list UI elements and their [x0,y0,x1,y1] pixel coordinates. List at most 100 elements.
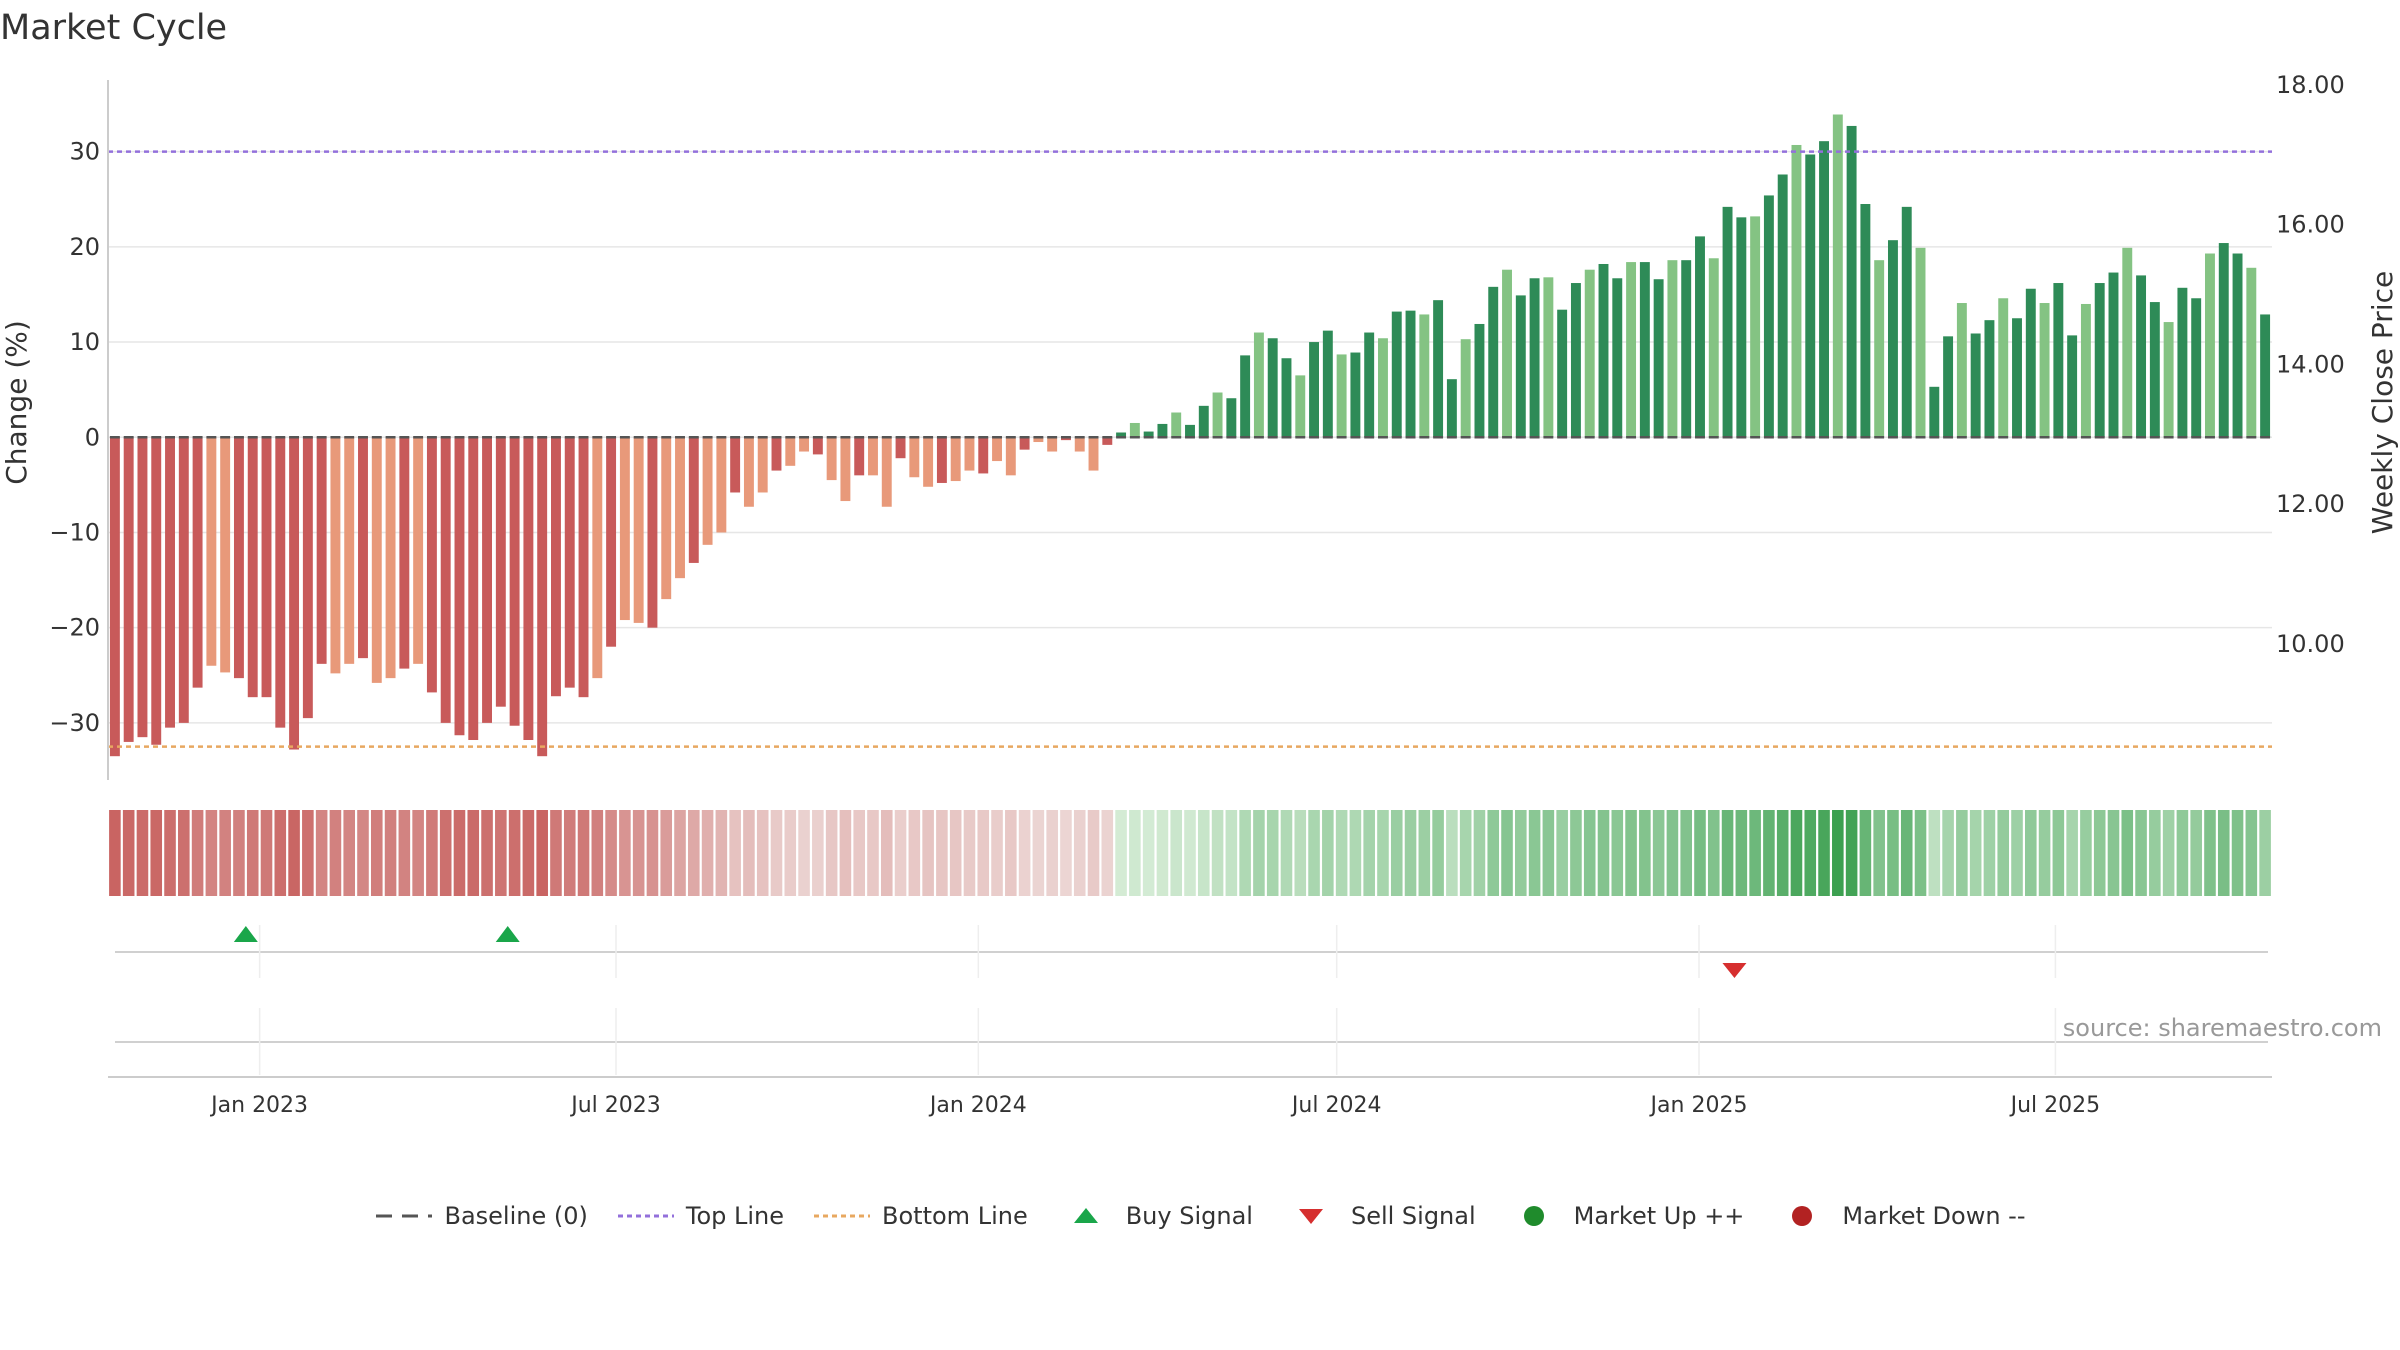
bar [743,437,754,507]
strip-cell [150,810,163,896]
strip-cell [246,810,259,896]
strip-cell [1335,810,1348,896]
momentum-strip [109,810,2271,896]
strip-cell [853,810,865,896]
bar [1129,422,1140,438]
strip-cell [233,810,245,896]
strip-cell [1542,810,1555,896]
strip-cell [1680,810,1692,896]
bar [1226,398,1237,438]
bar [964,437,975,471]
strip-cell [1666,810,1679,896]
bar [1901,206,1912,438]
source-note: source: sharemaestro.com [2062,1014,2382,1042]
strip-cell [1983,810,1996,896]
bar [854,437,865,476]
strip-cell [1390,810,1403,896]
bar [1667,260,1678,438]
strip-cell [2066,810,2078,896]
bar [909,437,920,478]
strip-cell [2121,810,2134,896]
strip-cell [1707,810,1720,896]
strip-cell [770,810,783,896]
bar [675,437,685,579]
dotted-line-icon [616,1204,676,1228]
legend-item-buy: Buy Signal [1056,1202,1253,1230]
strip-cell [439,810,452,896]
bar [137,437,148,738]
strip-cell [1900,810,1913,896]
legend-item-market-up: Market Up ++ [1504,1202,1745,1230]
strip-cell [715,810,728,896]
strip-cell [1611,810,1624,896]
strip-cell [1363,810,1375,896]
strip-cell [2190,810,2202,896]
y-tick-label: −30 [49,709,100,737]
bar [247,437,258,698]
bar [1653,279,1664,438]
bar [1998,298,2009,438]
strip-cell [1887,810,1899,896]
strip-cell [632,810,645,896]
y2-tick-label: 18.00 [2276,71,2345,99]
strip-cell [109,810,121,896]
bar [1378,338,1388,438]
strip-cell [536,810,548,896]
strip-cell [1225,810,1238,896]
strip-cell [605,810,617,896]
strip-cell [219,810,231,896]
legend-item-top-line: Top Line [616,1202,784,1230]
bar [2012,318,2022,438]
strip-cell [550,810,562,896]
bar [923,437,934,487]
legend-item-bottom-line: Bottom Line [812,1202,1028,1230]
bar [1708,258,1719,438]
legend-label: Market Up ++ [1573,1202,1745,1230]
y-tick-label: −20 [49,614,100,642]
strip-cell [1266,810,1279,896]
bar [1832,114,1843,438]
legend-glyph [1792,1206,1813,1226]
strip-cell [1515,810,1527,896]
strip-cell [2135,810,2147,896]
bar [826,437,837,481]
strip-cell [122,810,135,896]
buy-signal-marker [495,926,520,942]
bar [936,437,947,483]
strip-cell [2107,810,2120,896]
strip-cell [2149,810,2161,896]
bar [1515,295,1526,438]
bar [1074,437,1085,452]
bar [495,437,506,707]
strip-cell [2025,810,2037,896]
strip-cell [260,810,273,896]
bar [1116,432,1127,438]
bar [1102,437,1113,445]
bar [1695,236,1705,438]
strip-cell [619,810,631,896]
y-tick-label: 10 [69,328,100,356]
x-tick-label: Jul 2023 [569,1093,661,1118]
bar [537,437,548,757]
bar [151,437,162,745]
bar [1970,333,1981,438]
bar [1570,283,1581,438]
bar [1915,247,1926,438]
bar [1005,437,1016,476]
bar [1639,262,1650,438]
bar [992,437,1002,462]
strip-cell [1404,810,1417,896]
strip-cell [1060,810,1072,896]
bar [233,437,244,679]
strip-cell [908,810,921,896]
dash-line-icon [374,1204,434,1228]
strip-cell [798,810,810,896]
strip-cell [839,810,852,896]
circle-icon [1504,1204,1564,1228]
bar [413,437,424,664]
strip-cell [577,810,590,896]
bar [1681,260,1692,438]
strip-cell [274,810,287,896]
strip-cell [357,810,369,896]
bar [647,437,658,628]
